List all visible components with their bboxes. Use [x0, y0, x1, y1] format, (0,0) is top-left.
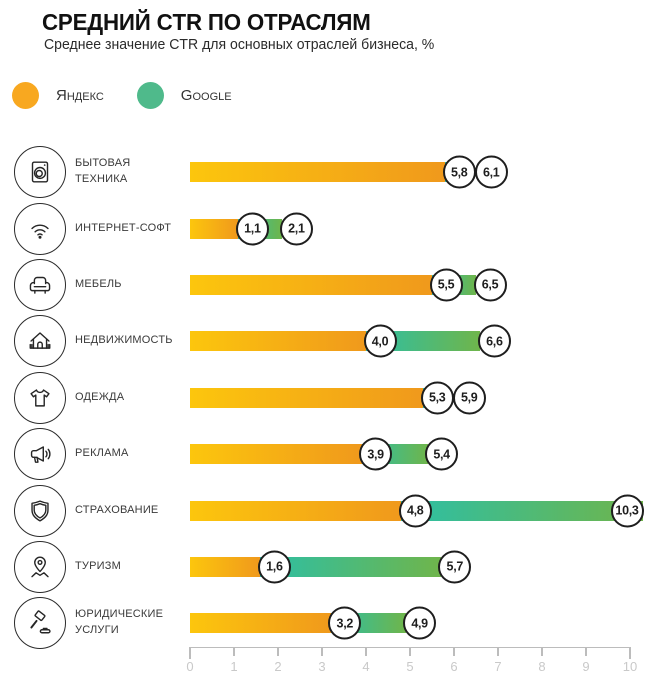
page-title: СРЕДНИЙ CTR ПО ОТРАСЛЯМ: [42, 9, 371, 35]
category-label: СТРАХОВАНИЕ: [75, 503, 159, 516]
yandex-bar: [190, 444, 362, 465]
chart-row: ОДЕЖДА 5,3 5,9: [0, 370, 651, 426]
legend-label-google: Google: [180, 87, 232, 104]
gavel-icon: [14, 597, 66, 650]
yandex-value-badge: 4,8: [398, 494, 432, 528]
armchair-icon: [14, 258, 66, 311]
page-subtitle: Среднее значение CTR для основных отрасл…: [44, 37, 435, 53]
chart-row: НЕДВИЖИМОСТЬ 4,0 6,6: [0, 313, 651, 369]
google-value-badge: 10,3: [610, 494, 644, 528]
category-label: МЕБЕЛЬ: [75, 278, 122, 290]
google-value-badge: 6,6: [477, 324, 511, 358]
legend-label-yandex: Яндекс: [56, 87, 104, 104]
axis-tick-label: 9: [582, 659, 590, 674]
category-label: ОДЕЖДА: [75, 390, 125, 403]
axis-tick-label: 7: [494, 659, 502, 674]
axis-tick-label: 5: [406, 659, 414, 674]
chart-rows: БЫТОВАЯ ТЕХНИКА 5,8 6,1 ИНТЕРНЕТ-СОФТ 1,…: [0, 144, 651, 652]
category-label: ЮРИДИЧЕСКИЕ УСЛУГИ: [75, 608, 164, 637]
yandex-color-dot: [12, 82, 39, 109]
google-bar: [260, 556, 441, 577]
chart-row: ЮРИДИЧЕСКИЕ УСЛУГИ 3,2 4,9: [0, 595, 651, 651]
bar-area: 3,9 5,4: [190, 437, 631, 471]
yandex-value-badge: 3,9: [359, 437, 393, 471]
google-value-badge: 5,9: [452, 381, 486, 415]
yandex-bar: [190, 500, 402, 521]
axis-tick-label: 1: [230, 659, 238, 674]
yandex-value-badge: 3,2: [328, 606, 362, 640]
yandex-value-badge: 5,8: [442, 155, 476, 189]
chart-row: ИНТЕРНЕТ-СОФТ 1,1 2,1: [0, 200, 651, 256]
axis-tick-label: 3: [318, 659, 326, 674]
yandex-value-badge: 1,1: [235, 212, 269, 246]
category-label: НЕДВИЖИМОСТЬ: [75, 334, 173, 347]
axis-tick-label: 6: [450, 659, 458, 674]
yandex-bar: [190, 274, 432, 295]
google-value-badge: 5,4: [425, 437, 459, 471]
yandex-value-badge: 1,6: [257, 550, 291, 584]
bar-area: 5,3 5,9: [190, 381, 631, 415]
google-value-badge: 6,5: [473, 268, 507, 302]
bar-area: 3,2 4,9: [190, 606, 631, 640]
yandex-value-badge: 5,3: [420, 381, 454, 415]
map-pin-icon: [14, 540, 66, 593]
bar-area: 4,8 10,3: [190, 494, 644, 528]
bar-area: 5,8 6,1: [190, 155, 631, 189]
washing-machine-icon: [14, 146, 66, 199]
x-axis: 0 1 2 3 4 5 6 7 8 9 10: [186, 647, 637, 677]
chart-row: МЕБЕЛЬ 5,5 6,5: [0, 257, 651, 313]
legend: Яндекс Google: [12, 82, 232, 109]
wifi-icon: [14, 202, 66, 255]
category-label: ИНТЕРНЕТ-СОФТ: [75, 221, 172, 234]
axis-tick-label: 2: [274, 659, 282, 674]
google-bar: [401, 500, 644, 521]
category-label: ТУРИЗМ: [75, 559, 121, 572]
megaphone-icon: [14, 428, 66, 481]
yandex-value-badge: 4,0: [363, 324, 397, 358]
axis-tick-label: 0: [186, 659, 194, 674]
bar-area: 4,0 6,6: [190, 324, 631, 358]
bar-area: 1,1 2,1: [190, 212, 631, 246]
axis-tick-label: 8: [538, 659, 546, 674]
yandex-bar: [190, 556, 261, 577]
yandex-bar: [190, 387, 424, 408]
yandex-bar: [190, 613, 331, 634]
category-label: БЫТОВАЯ ТЕХНИКА: [75, 157, 131, 186]
bar-area: 5,5 6,5: [190, 268, 631, 302]
yandex-value-badge: 5,5: [429, 268, 463, 302]
legend-item-google: Google: [136, 82, 232, 109]
axis-tick-label: 4: [362, 659, 370, 674]
google-value-badge: 5,7: [438, 550, 472, 584]
chart-row: ТУРИЗМ 1,6 5,7: [0, 539, 651, 595]
bar-area: 1,6 5,7: [190, 550, 631, 584]
chart-row: БЫТОВАЯ ТЕХНИКА 5,8 6,1: [0, 144, 651, 200]
axis-tick-label: 10: [622, 659, 638, 674]
yandex-bar: [190, 331, 366, 352]
yandex-bar: [190, 218, 239, 239]
chart-row: СТРАХОВАНИЕ 4,8 10,3: [0, 482, 651, 538]
google-value-badge: 4,9: [403, 606, 437, 640]
google-value-badge: 2,1: [279, 212, 313, 246]
google-value-badge: 6,1: [474, 155, 508, 189]
house-icon: [14, 315, 66, 368]
shield-icon: [14, 484, 66, 537]
yandex-bar: [190, 162, 446, 183]
legend-item-yandex: Яндекс: [12, 82, 104, 109]
chart-row: РЕКЛАМА 3,9 5,4: [0, 426, 651, 482]
t-shirt-icon: [14, 371, 66, 424]
google-color-dot: [136, 82, 164, 109]
category-label: РЕКЛАМА: [75, 447, 129, 460]
